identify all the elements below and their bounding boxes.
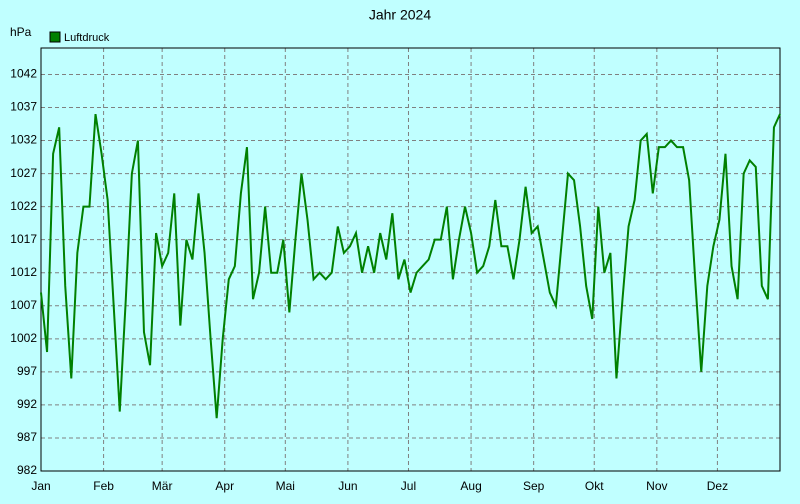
x-tick-label: Mai [276, 479, 295, 493]
data-line [40, 113, 781, 419]
x-tick-label: Aug [460, 479, 481, 493]
y-tick-label: 1012 [10, 265, 37, 279]
y-tick-label: 997 [17, 364, 37, 378]
legend-swatch [49, 31, 61, 43]
y-tick-label: 992 [17, 397, 37, 411]
legend-label: Luftdruck [64, 32, 110, 44]
x-tick-label: Sep [523, 479, 545, 493]
x-tick-label: Feb [93, 479, 114, 493]
y-tick-label: 982 [17, 463, 37, 477]
plot-frame [40, 47, 781, 472]
y-tick-label: 1042 [10, 67, 37, 81]
y-tick-label: 1017 [10, 232, 37, 246]
x-tick-label: Apr [215, 479, 234, 493]
y-tick-label: 1022 [10, 199, 37, 213]
x-tick-label: Mär [152, 479, 173, 493]
chart-title: Jahr 2024 [369, 7, 431, 23]
x-tick-label: Jul [401, 479, 416, 493]
y-tick-label: 1032 [10, 133, 37, 147]
x-tick-label: Jun [338, 479, 357, 493]
y-tick-label: 1037 [10, 100, 37, 114]
x-tick-label: Jan [31, 479, 50, 493]
y-tick-label: 1002 [10, 331, 37, 345]
y-tick-label: 1027 [10, 166, 37, 180]
y-tick-label: 987 [17, 430, 37, 444]
x-tick-label: Dez [707, 479, 728, 493]
x-tick-label: Okt [585, 479, 604, 493]
x-tick-label: Nov [646, 479, 667, 493]
y-tick-label: 1007 [10, 298, 37, 312]
y-axis-label: hPa [10, 25, 32, 39]
